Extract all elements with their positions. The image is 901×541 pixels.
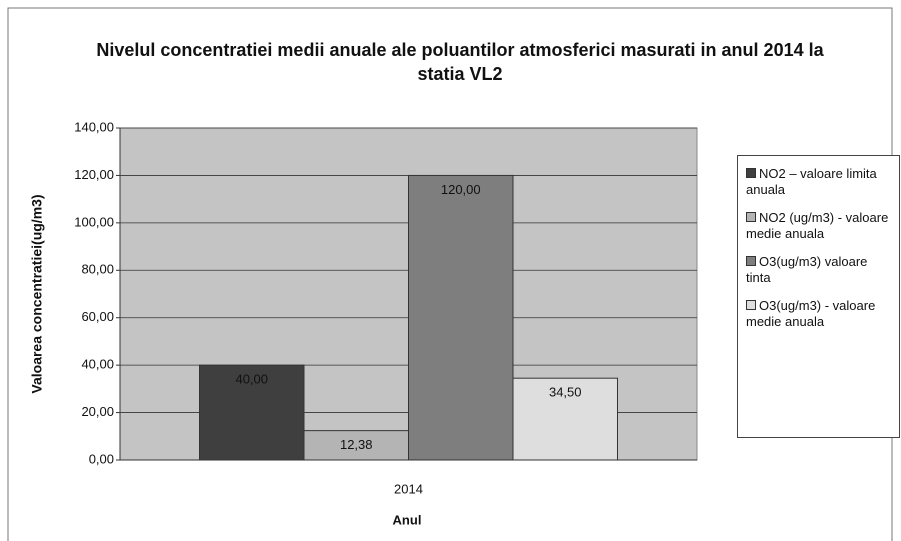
legend-item: NO2 – valoare limita anuala	[746, 166, 895, 198]
legend-item: O3(ug/m3) valoare tinta	[746, 254, 895, 286]
legend-label: NO2 (ug/m3) - valoare medie anuala	[746, 210, 889, 241]
legend-swatch	[746, 168, 756, 178]
legend-label: O3(ug/m3) valoare tinta	[746, 254, 868, 285]
y-tick-label: 60,00	[81, 309, 114, 324]
y-tick-label: 100,00	[74, 214, 114, 229]
y-tick-label: 0,00	[89, 451, 114, 466]
x-tick-label: 2014	[394, 481, 423, 496]
legend-label: O3(ug/m3) - valoare medie anuala	[746, 298, 876, 329]
legend-label: NO2 – valoare limita anuala	[746, 166, 877, 197]
y-tick-label: 40,00	[81, 357, 114, 372]
legend-swatch	[746, 212, 756, 222]
bar	[303, 430, 409, 461]
legend-swatch	[746, 256, 756, 266]
bar	[408, 174, 514, 461]
value-label: 12,38	[340, 437, 373, 452]
y-tick-label: 140,00	[74, 119, 114, 134]
y-tick-label: 80,00	[81, 262, 114, 277]
y-tick-label: 20,00	[81, 404, 114, 419]
y-tick-label: 120,00	[74, 167, 114, 182]
legend: NO2 – valoare limita anuala NO2 (ug/m3) -…	[737, 155, 900, 438]
legend-swatch	[746, 300, 756, 310]
value-label: 120,00	[441, 182, 481, 197]
x-axis-label: Anul	[393, 512, 422, 527]
value-label: 34,50	[549, 385, 582, 400]
y-axis-label: Valoarea concentratiei(ug/m3)	[29, 194, 45, 393]
chart-title: Nivelul concentratiei medii anuale ale p…	[96, 40, 824, 84]
bar	[512, 377, 618, 461]
legend-item: NO2 (ug/m3) - valoare medie anuala	[746, 210, 895, 242]
legend-item: O3(ug/m3) - valoare medie anuala	[746, 298, 895, 330]
value-label: 40,00	[235, 372, 268, 387]
